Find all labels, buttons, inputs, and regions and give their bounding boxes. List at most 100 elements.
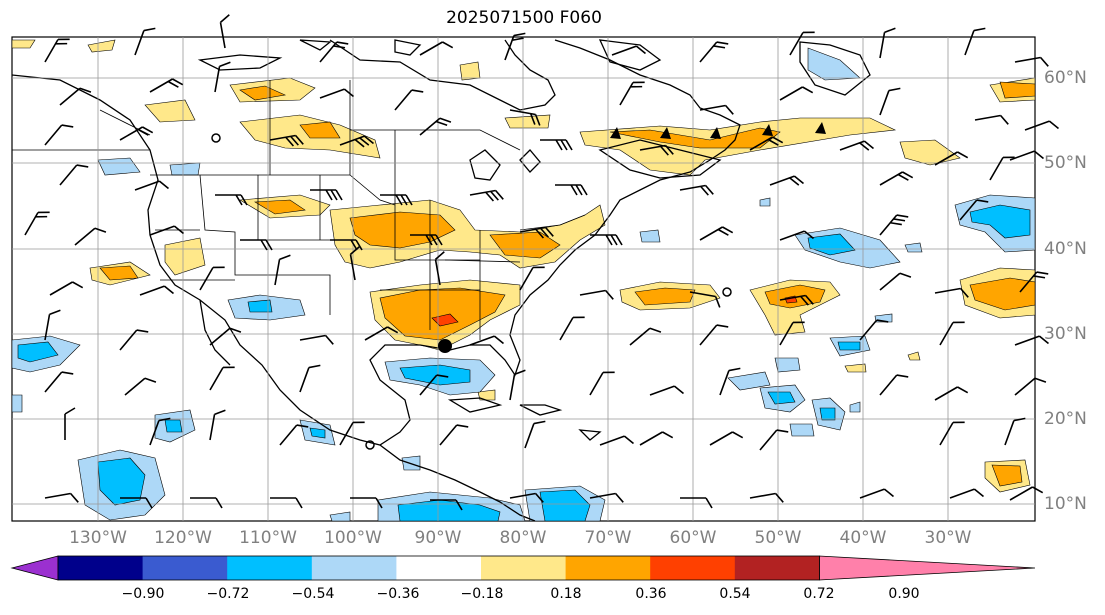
- lon-label: 120°W: [154, 528, 212, 548]
- wind-barb: [1004, 417, 1026, 446]
- wind-barb: [319, 41, 349, 63]
- wind-barb: [749, 136, 784, 151]
- wind-barb: [49, 281, 84, 296]
- wind-barb: [149, 417, 171, 446]
- lat-label: 50°N: [1044, 153, 1087, 173]
- colorbar-segment: [227, 556, 313, 580]
- colorbar-tick: 0.36: [635, 586, 667, 602]
- wind-barb: [310, 189, 343, 201]
- wind-barb: [859, 488, 894, 499]
- colorbar-tick: −0.36: [376, 586, 420, 602]
- wind-barb: [524, 420, 546, 449]
- wind-barb: [419, 41, 454, 56]
- wind-barb: [749, 492, 784, 503]
- wind-barb: [699, 104, 734, 115]
- wind-barb: [119, 126, 154, 141]
- calm-wind-markers: [211, 133, 732, 450]
- wind-barb: [209, 409, 226, 441]
- colorbar-segment: [396, 556, 482, 580]
- wind-barb: [779, 230, 814, 241]
- wind-barb: [209, 327, 242, 346]
- wind-barb: [209, 366, 235, 391]
- wind-barb: [1019, 271, 1049, 293]
- wind-barb: [44, 124, 74, 146]
- wind-barb: [879, 27, 896, 59]
- wind-barb: [299, 334, 334, 345]
- lat-label: 60°N: [1044, 68, 1087, 88]
- wind-barb: [44, 38, 70, 63]
- cold-front: [610, 122, 826, 139]
- wind-barb: [339, 135, 374, 148]
- lat-label: 30°N: [1044, 324, 1087, 344]
- wind-barb: [879, 374, 909, 396]
- wind-barb: [939, 421, 965, 446]
- wind-barb: [394, 89, 424, 111]
- wind-barb: [24, 211, 50, 236]
- colorbar-tick: −0.18: [460, 586, 504, 602]
- wind-barb: [949, 488, 984, 499]
- wind-barb: [699, 324, 729, 346]
- wind-barb: [879, 214, 909, 236]
- wind-barb: [269, 134, 304, 147]
- wind-barb: [859, 319, 889, 341]
- wind-barb: [44, 371, 74, 393]
- wind-barb: [509, 369, 526, 401]
- colorbar-tick: 0.72: [803, 586, 835, 602]
- wind-barb: [679, 184, 714, 196]
- wind-barb: [434, 251, 445, 286]
- lon-label: 100°W: [324, 528, 382, 548]
- lon-label: 60°W: [669, 528, 717, 548]
- wind-barb: [330, 239, 363, 251]
- wind-barb: [619, 81, 645, 106]
- colorbar-tick: −0.72: [206, 586, 250, 602]
- wind-barb: [519, 226, 554, 239]
- coastlines: [11, 39, 871, 522]
- wind-barb: [519, 266, 545, 291]
- wind-barb: [959, 199, 989, 221]
- wind-barb: [59, 164, 89, 186]
- wind-barb: [214, 61, 231, 93]
- wind-barb: [964, 27, 986, 56]
- wind-barb: [419, 374, 449, 396]
- wind-barb: [639, 144, 674, 156]
- wind-barb: [430, 499, 463, 511]
- wind-barb: [350, 497, 383, 509]
- colorbar-segment: [481, 556, 567, 580]
- wind-barb: [649, 385, 684, 396]
- wind-barb: [629, 327, 662, 346]
- lon-label: 50°W: [754, 528, 802, 548]
- wind-barb: [540, 139, 573, 151]
- colorbar-tick: 0.90: [888, 586, 920, 602]
- wind-barb: [119, 329, 149, 351]
- wind-barbs: [24, 14, 1059, 511]
- wind-barb: [190, 497, 223, 509]
- wind-barb: [149, 225, 184, 236]
- colorbar-tick: 0.54: [719, 586, 751, 602]
- wind-barb: [215, 194, 248, 206]
- wind-barb: [879, 171, 914, 186]
- wind-barb: [699, 226, 734, 241]
- wind-barb: [349, 246, 360, 281]
- wind-barb: [934, 386, 969, 401]
- lat-label: 20°N: [1044, 409, 1087, 429]
- wind-barb: [139, 285, 174, 296]
- wind-barb: [779, 86, 814, 101]
- wind-barb: [599, 435, 634, 446]
- wind-barb: [879, 87, 901, 116]
- colorbar-segment: [734, 556, 820, 580]
- wind-barb: [759, 429, 789, 451]
- wind-barb: [559, 316, 585, 341]
- wind-barb: [299, 364, 321, 393]
- wind-barb: [44, 309, 61, 341]
- wind-barb: [419, 117, 452, 136]
- colorbar-extend-max: [819, 555, 1036, 581]
- wind-barb: [779, 294, 814, 306]
- lat-label: 40°N: [1044, 239, 1087, 259]
- colorbar-segment: [58, 556, 144, 580]
- gridlines: [12, 37, 1035, 521]
- colorbar-segment: [650, 556, 736, 580]
- colorbar-outline: [57, 555, 820, 581]
- negative-anomaly-shading: [11, 47, 1036, 522]
- wind-barb: [939, 321, 965, 346]
